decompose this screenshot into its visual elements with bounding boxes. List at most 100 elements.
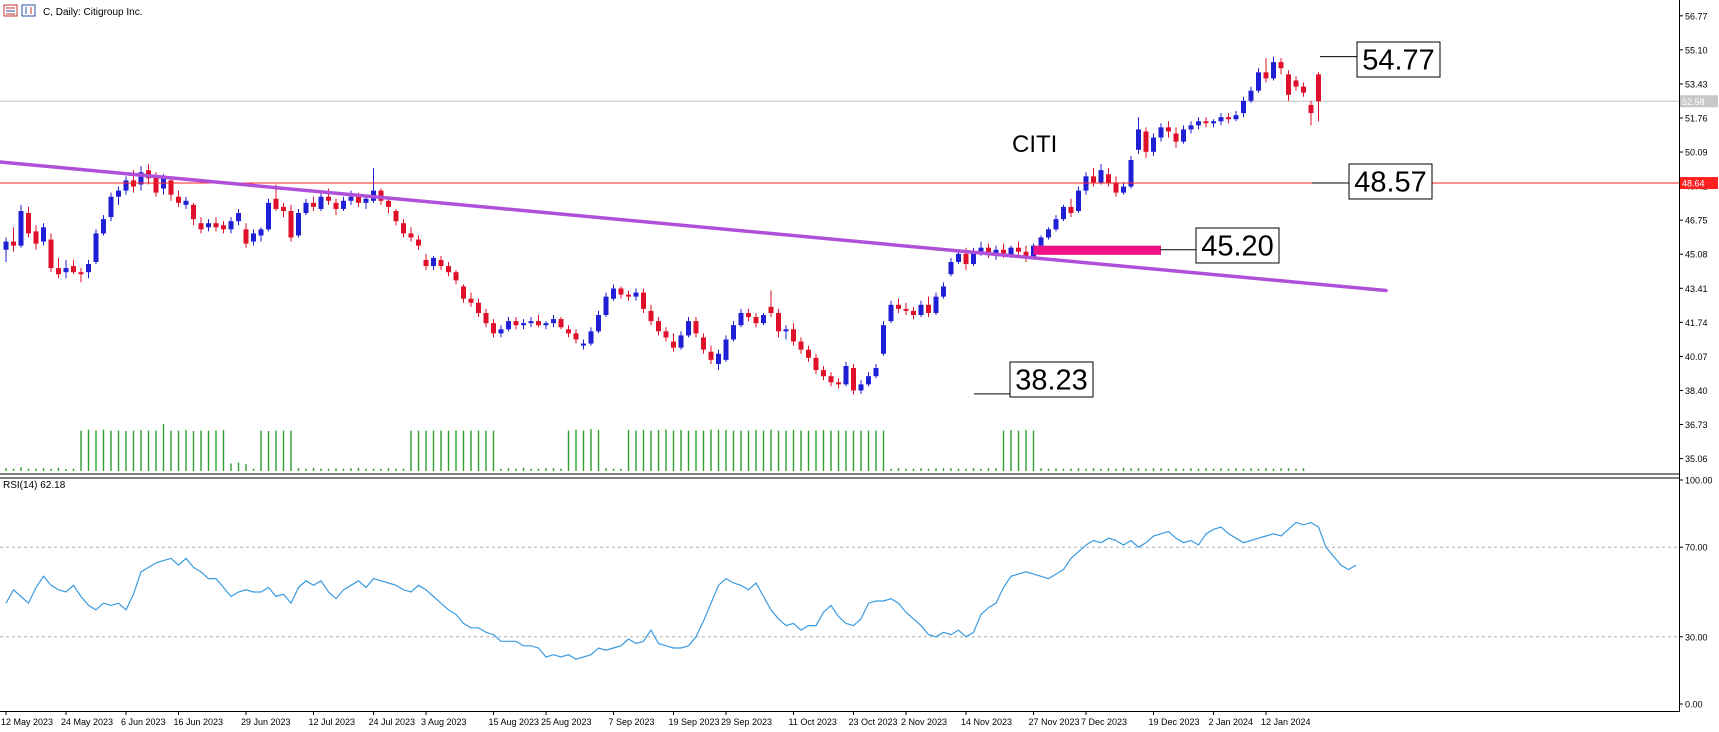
candle-body-bear (438, 259, 444, 267)
chart-bars-icon[interactable] (3, 4, 18, 17)
descending-trendline (0, 160, 1388, 293)
candle-body-bear (1316, 74, 1321, 102)
candle-body-bear (791, 329, 796, 342)
candle-body-bull (686, 321, 691, 336)
candle-body-bull (678, 335, 684, 348)
candle-body-bear (408, 233, 414, 238)
candle-body-bull (258, 229, 264, 236)
rsi-line (5, 521, 1357, 660)
chart-candles-icon[interactable] (21, 4, 36, 17)
candle-body-bull (431, 257, 436, 267)
candle-body-bear (813, 357, 819, 371)
axes: 56.7755.1053.4351.7650.0948.4246.7545.08… (1, 11, 1718, 727)
volume-histogram (5, 424, 1305, 471)
candle-body-bull (498, 329, 504, 334)
candle-body-bear (836, 382, 841, 385)
candle-body-bear (1106, 174, 1111, 183)
time-tick-label: 24 Jul 2023 (369, 717, 416, 727)
current-price-label: 52.58 (1682, 97, 1705, 107)
candle-body-bull (761, 315, 766, 324)
time-tick-label: 19 Dec 2023 (1149, 717, 1200, 727)
candle-body-bull (1136, 129, 1141, 150)
candle-body-bear (483, 312, 489, 324)
candle-body-bear (56, 268, 61, 275)
candle-body-bear (558, 319, 564, 328)
candle-body-bull (266, 202, 271, 230)
candle-body-bear (1091, 176, 1096, 183)
candle-body-bull (783, 329, 789, 332)
annotation-value-2: 45.20 (1201, 231, 1274, 263)
drawing-objects[interactable]: 54.77 48.57 45.20 38.23 (0, 41, 1679, 398)
price-tick-label: 41.74 (1685, 318, 1708, 328)
candle-body-bull (1211, 121, 1216, 124)
candle-body-bear (243, 229, 249, 244)
candle-body-bull (918, 304, 924, 315)
candle-body-bull (206, 223, 211, 228)
time-tick-label: 12 Jul 2023 (309, 717, 356, 727)
candle-body-bull (611, 288, 616, 299)
candle-body-bull (1038, 237, 1044, 246)
candle-body-bear (11, 241, 16, 246)
candle-body-bear (768, 306, 774, 313)
price-tick-label: 45.08 (1685, 250, 1708, 260)
candle-body-bear (746, 312, 751, 318)
candle-body-bull (521, 323, 526, 326)
candle-body-bear (273, 198, 279, 209)
candle-body-bull (528, 321, 534, 324)
candle-body-bull (956, 253, 961, 262)
candle-body-bull (1008, 247, 1014, 256)
candle-body-bull (948, 261, 954, 275)
candle-body-bear (903, 308, 909, 311)
price-tick-label: 53.43 (1685, 79, 1708, 89)
candle-body-bear (1278, 62, 1284, 69)
candle-body-bull (1121, 186, 1126, 193)
candle-body-bull (588, 331, 594, 344)
candle-body-bear (798, 341, 804, 350)
candle-body-bull (1061, 206, 1066, 220)
candle-body-bear (708, 351, 714, 360)
candle-body-bull (296, 213, 301, 236)
candle-body-bear (1203, 121, 1209, 124)
candle-body-bull (1076, 190, 1081, 211)
price-tick-label: 56.77 (1685, 11, 1708, 21)
current-price-tag (1680, 95, 1718, 108)
candle-body-bull (1248, 90, 1254, 101)
candle-body-bear (1001, 249, 1006, 256)
annotation-box (1009, 361, 1094, 398)
candle-body-bear (468, 298, 474, 303)
candle-body-bear (1143, 131, 1149, 152)
price-tick-label: 46.75 (1685, 216, 1708, 226)
candle-body-bear (288, 210, 294, 238)
candle-body-bear (776, 312, 781, 332)
candle-body-bear (491, 323, 496, 334)
price-tick-label: 35.06 (1685, 454, 1708, 464)
candle-body-bull (1098, 170, 1104, 183)
annotation-value-1: 48.57 (1354, 167, 1427, 199)
candle-body-bull (123, 180, 129, 191)
candle-body-bull (1046, 229, 1051, 238)
time-tick-label: 3 Aug 2023 (421, 717, 467, 727)
candle-body-bear (1308, 104, 1314, 114)
candle-body-bear (641, 292, 646, 309)
candle-body-bear (48, 239, 54, 269)
candle-body-bull (866, 376, 871, 385)
candle-body-bear (536, 321, 541, 326)
candle-body-bear (753, 317, 759, 324)
candle-body-bull (363, 198, 369, 203)
candle-body-bear (1263, 72, 1269, 79)
candle-body-bull (18, 210, 24, 246)
time-tick-label: 25 Aug 2023 (541, 717, 592, 727)
candle-body-bull (1241, 100, 1246, 114)
candle-body-bear (26, 213, 31, 234)
candle-body-bear (446, 266, 451, 273)
candle-body-bear (828, 376, 834, 383)
candle-body-bear (1166, 127, 1171, 132)
candle-body-bull (303, 202, 309, 214)
candle-body-bear (1293, 80, 1299, 87)
candle-body-bear (453, 272, 459, 281)
candle-body-bull (738, 312, 744, 326)
time-tick-label: 27 Nov 2023 (1029, 717, 1080, 727)
rsi-tick-label: 100.00 (1685, 476, 1713, 486)
candle-body-bull (1256, 72, 1261, 91)
